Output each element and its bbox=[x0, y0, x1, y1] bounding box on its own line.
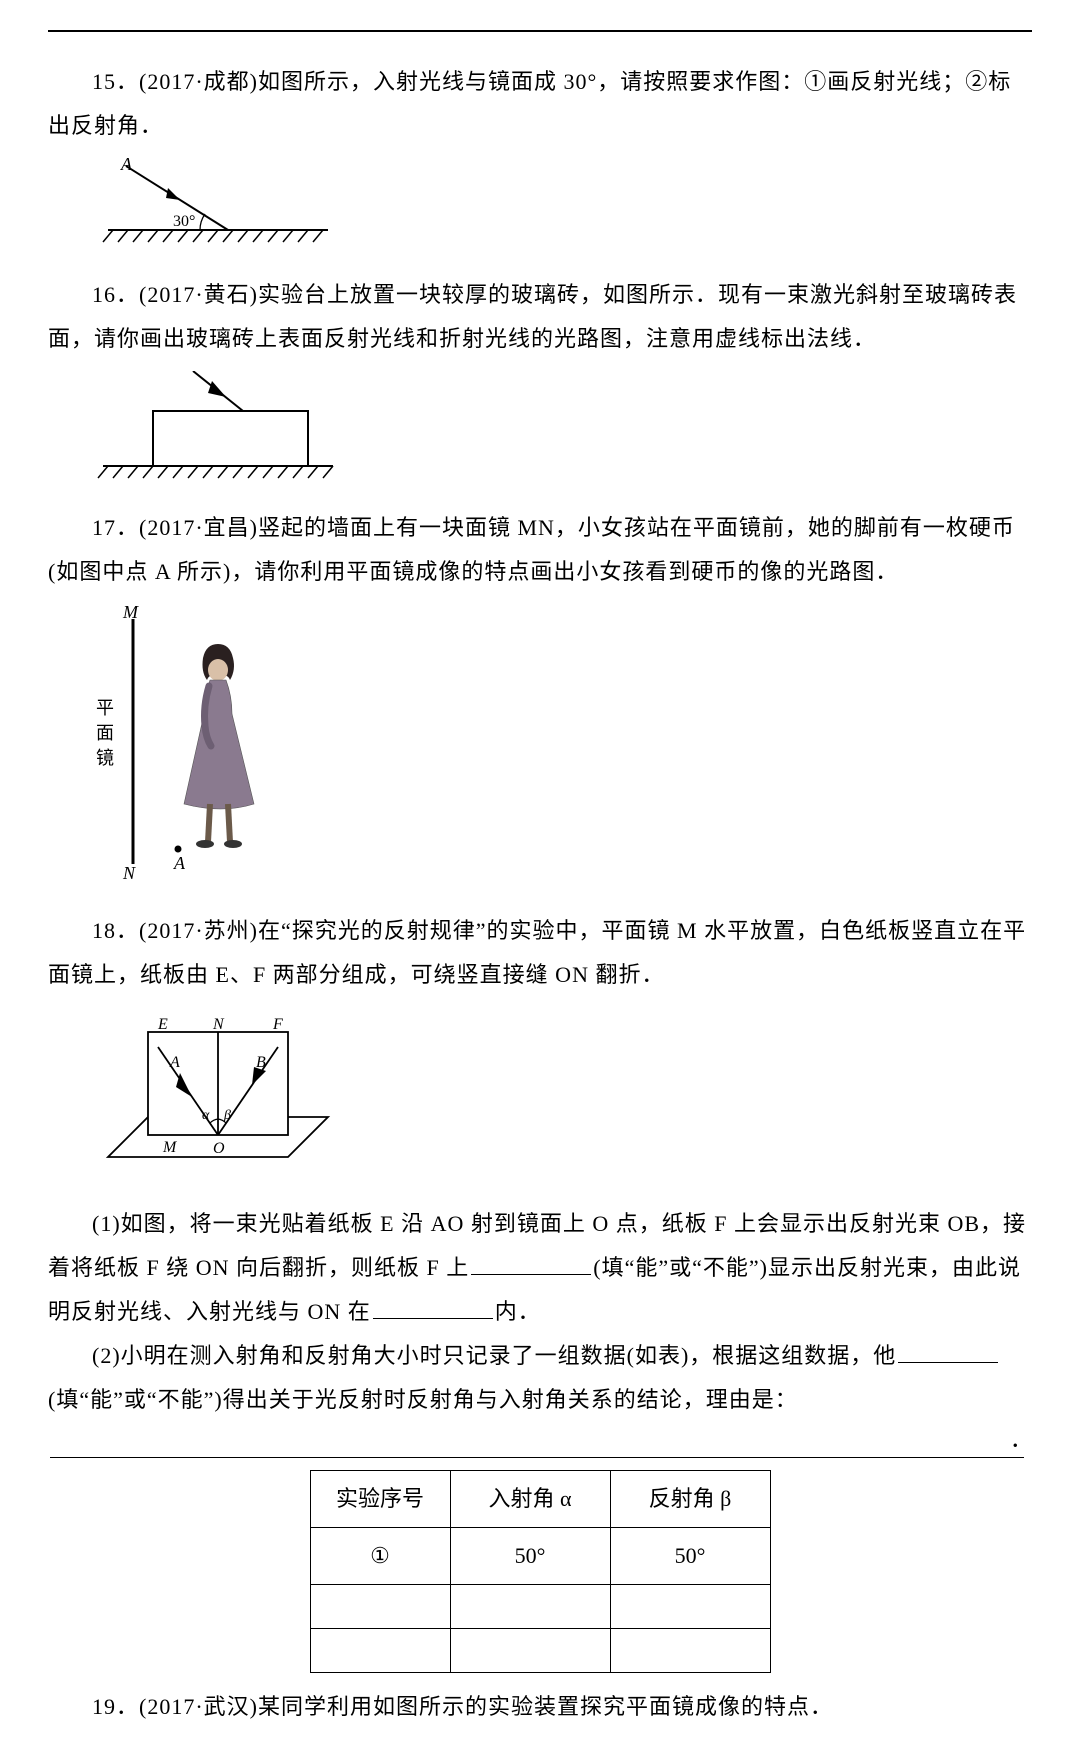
cell-r3c1 bbox=[310, 1629, 450, 1673]
blank-1[interactable] bbox=[471, 1251, 591, 1275]
q15-label-A: A bbox=[120, 158, 133, 174]
svg-text:N: N bbox=[212, 1016, 225, 1033]
svg-text:β: β bbox=[223, 1108, 231, 1123]
th-beta: 反射角 β bbox=[610, 1471, 770, 1528]
cell-r1c3: 50° bbox=[610, 1528, 770, 1585]
cell-r1c2: 50° bbox=[450, 1528, 610, 1585]
svg-text:B: B bbox=[256, 1054, 266, 1071]
svg-text:面: 面 bbox=[96, 723, 114, 743]
blank-2[interactable] bbox=[373, 1295, 493, 1319]
q18-p2-b: (填“能”或“不能”)得出关于光反射时反射角与入射角关系的结论，理由是： bbox=[48, 1387, 798, 1412]
q18-p2: (2)小明在测入射角和反射角大小时只记录了一组数据(如表)，根据这组数据，他 (填… bbox=[48, 1334, 1032, 1422]
q18-p1-c: 内． bbox=[495, 1299, 541, 1324]
top-rule bbox=[48, 30, 1032, 32]
q18-intro: 18．(2017·苏州)在“探究光的反射规律”的实验中，平面镜 M 水平放置，白… bbox=[48, 909, 1032, 997]
q18-table: 实验序号 入射角 α 反射角 β ① 50° 50° bbox=[310, 1470, 771, 1673]
q17-label-A: A bbox=[173, 853, 186, 873]
q18-reason-blank-line[interactable]: ． bbox=[48, 1432, 1032, 1458]
th-seq: 实验序号 bbox=[310, 1471, 450, 1528]
svg-text:F: F bbox=[272, 1016, 283, 1033]
q17-label-M: M bbox=[122, 604, 139, 622]
q18-p1: (1)如图，将一束光贴着纸板 E 沿 AO 射到镜面上 O 点，纸板 F 上会显… bbox=[48, 1202, 1032, 1334]
q16-figure bbox=[88, 371, 1032, 496]
q17-label-N: N bbox=[122, 863, 136, 883]
q17-figure: M N 平 面 镜 A bbox=[78, 604, 1032, 899]
blank-3[interactable] bbox=[898, 1339, 998, 1363]
svg-text:O: O bbox=[213, 1140, 225, 1157]
svg-text:平: 平 bbox=[96, 698, 114, 718]
cell-r2c1 bbox=[310, 1585, 450, 1629]
q15-figure: A 30° bbox=[88, 158, 1032, 263]
cell-r2c3 bbox=[610, 1585, 770, 1629]
q17-text: 17．(2017·宜昌)竖起的墙面上有一块面镜 MN，小女孩站在平面镜前，她的脚… bbox=[48, 506, 1032, 594]
svg-text:E: E bbox=[157, 1016, 168, 1033]
cell-r3c2 bbox=[450, 1629, 610, 1673]
cell-r1c1: ① bbox=[310, 1528, 450, 1585]
cell-r2c2 bbox=[450, 1585, 610, 1629]
svg-text:α: α bbox=[202, 1108, 210, 1123]
svg-text:M: M bbox=[162, 1139, 178, 1156]
th-alpha: 入射角 α bbox=[450, 1471, 610, 1528]
q15-label-angle: 30° bbox=[173, 213, 195, 230]
q18-figure: O E N F A B α β M bbox=[88, 1007, 1032, 1192]
q19-text: 19．(2017·武汉)某同学利用如图所示的实验装置探究平面镜成像的特点． bbox=[48, 1685, 1032, 1729]
cell-r3c3 bbox=[610, 1629, 770, 1673]
q15-text: 15．(2017·成都)如图所示，入射光线与镜面成 30°，请按照要求作图：①画… bbox=[48, 60, 1032, 148]
svg-text:镜: 镜 bbox=[96, 748, 114, 768]
svg-text:A: A bbox=[169, 1054, 180, 1071]
q18-p2-a: (2)小明在测入射角和反射角大小时只记录了一组数据(如表)，根据这组数据，他 bbox=[92, 1343, 896, 1368]
q16-text: 16．(2017·黄石)实验台上放置一块较厚的玻璃砖，如图所示．现有一束激光斜射… bbox=[48, 273, 1032, 361]
girl-illustration bbox=[184, 644, 254, 848]
